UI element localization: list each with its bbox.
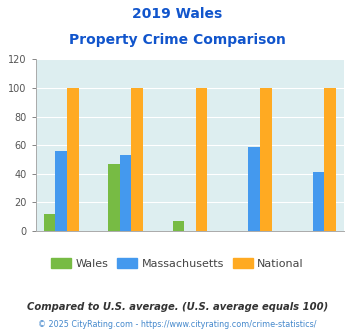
Text: © 2025 CityRating.com - https://www.cityrating.com/crime-statistics/: © 2025 CityRating.com - https://www.city…: [38, 320, 317, 329]
Bar: [108, 164, 120, 231]
Bar: [55, 151, 67, 231]
Bar: [248, 147, 260, 231]
Bar: [131, 88, 143, 231]
Bar: [44, 214, 55, 231]
Legend: Wales, Massachusetts, National: Wales, Massachusetts, National: [47, 254, 308, 273]
Bar: [173, 221, 184, 231]
Bar: [260, 88, 272, 231]
Text: Compared to U.S. average. (U.S. average equals 100): Compared to U.S. average. (U.S. average …: [27, 302, 328, 312]
Text: 2019 Wales: 2019 Wales: [132, 7, 223, 20]
Bar: [196, 88, 207, 231]
Bar: [120, 155, 131, 231]
Bar: [313, 172, 324, 231]
Text: Property Crime Comparison: Property Crime Comparison: [69, 33, 286, 47]
Bar: [324, 88, 336, 231]
Bar: [67, 88, 78, 231]
